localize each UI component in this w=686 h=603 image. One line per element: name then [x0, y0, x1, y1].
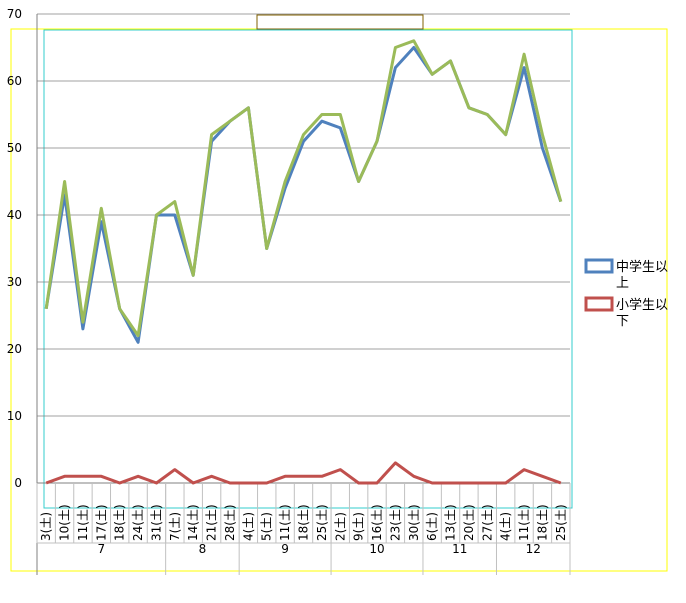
x-group-label: 11	[452, 542, 467, 556]
x-axis: 3(土) 10(土) 11(土) 17(土) 18(土) 24(土) 31(土) 7(土) 14…	[36, 482, 571, 575]
y-tick-label: 30	[7, 275, 22, 289]
y-tick-label: 70	[7, 7, 22, 21]
x-tick-label: 20(土)	[462, 504, 476, 541]
y-tick-label: 50	[7, 141, 22, 155]
y-tick-label: 40	[7, 208, 22, 222]
x-tick-label: 6(土)	[425, 512, 439, 541]
x-group-label: 7	[98, 542, 106, 556]
series-lines	[44, 39, 563, 485]
x-tick-label: 11(土)	[76, 504, 90, 541]
legend-label: 小学生以下	[616, 297, 668, 329]
x-tick-label: 14(土)	[186, 504, 200, 541]
title-placeholder	[256, 14, 424, 30]
y-axis: 0 10 20 30 40 50 60 70	[7, 7, 38, 575]
y-tick-label: 60	[7, 74, 22, 88]
x-tick-label: 18(土)	[113, 504, 127, 541]
x-tick-label: 23(土)	[388, 504, 402, 541]
x-tick-label: 25(土)	[554, 504, 568, 541]
series-line-3	[45, 461, 562, 485]
x-tick-label: 18(土)	[297, 504, 311, 541]
plot-area-frame	[43, 29, 573, 509]
series-line-2	[44, 39, 563, 338]
x-group-label: 10	[369, 542, 384, 556]
x-tick-label: 9(土)	[352, 512, 366, 541]
legend-swatch	[584, 296, 614, 312]
x-group-label: 8	[199, 542, 207, 556]
x-tick-label: 10(土)	[58, 504, 72, 541]
x-tick-label: 30(土)	[407, 504, 421, 541]
x-tick-label: 3(土)	[39, 512, 53, 541]
x-tick-label: 24(土)	[131, 504, 145, 541]
x-tick-label: 17(土)	[94, 504, 108, 541]
legend-label: 中学生以上	[616, 259, 668, 291]
x-tick-label: 16(土)	[370, 504, 384, 541]
legend-swatch	[584, 258, 614, 274]
x-tick-label: 4(土)	[499, 512, 513, 541]
x-tick-label: 31(土)	[149, 504, 163, 541]
x-group-label: 9	[281, 542, 289, 556]
y-tick-label: 0	[14, 476, 22, 490]
y-tick-label: 20	[7, 342, 22, 356]
x-tick-label: 7(土)	[168, 512, 182, 541]
x-tick-label: 2(土)	[333, 512, 347, 541]
x-group-label: 12	[526, 542, 541, 556]
x-tick-label: 27(土)	[480, 504, 494, 541]
x-tick-label: 11(土)	[278, 504, 292, 541]
x-tick-label: 18(土)	[535, 504, 549, 541]
series-line-1	[44, 46, 563, 344]
x-tick-label: 21(土)	[205, 504, 219, 541]
x-tick-label: 5(土)	[260, 512, 274, 541]
y-tick-label: 10	[7, 409, 22, 423]
gridlines	[37, 13, 570, 484]
x-tick-label: 4(土)	[241, 512, 255, 541]
x-tick-label: 25(土)	[315, 504, 329, 541]
x-tick-label: 13(土)	[444, 504, 458, 541]
chart-area-frame	[10, 28, 668, 572]
x-tick-label: 28(土)	[223, 504, 237, 541]
x-tick-label: 11(土)	[517, 504, 531, 541]
